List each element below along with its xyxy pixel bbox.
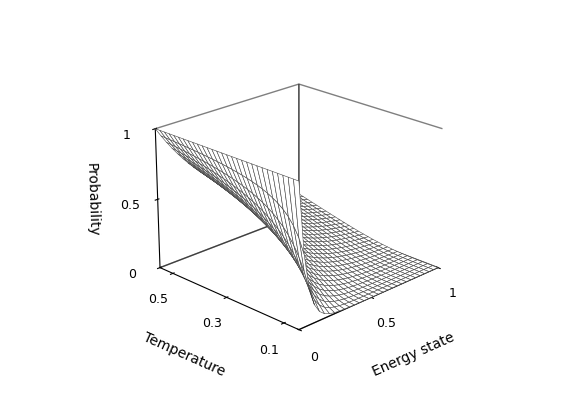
X-axis label: Energy state: Energy state (370, 330, 457, 379)
Y-axis label: Temperature: Temperature (141, 330, 227, 379)
